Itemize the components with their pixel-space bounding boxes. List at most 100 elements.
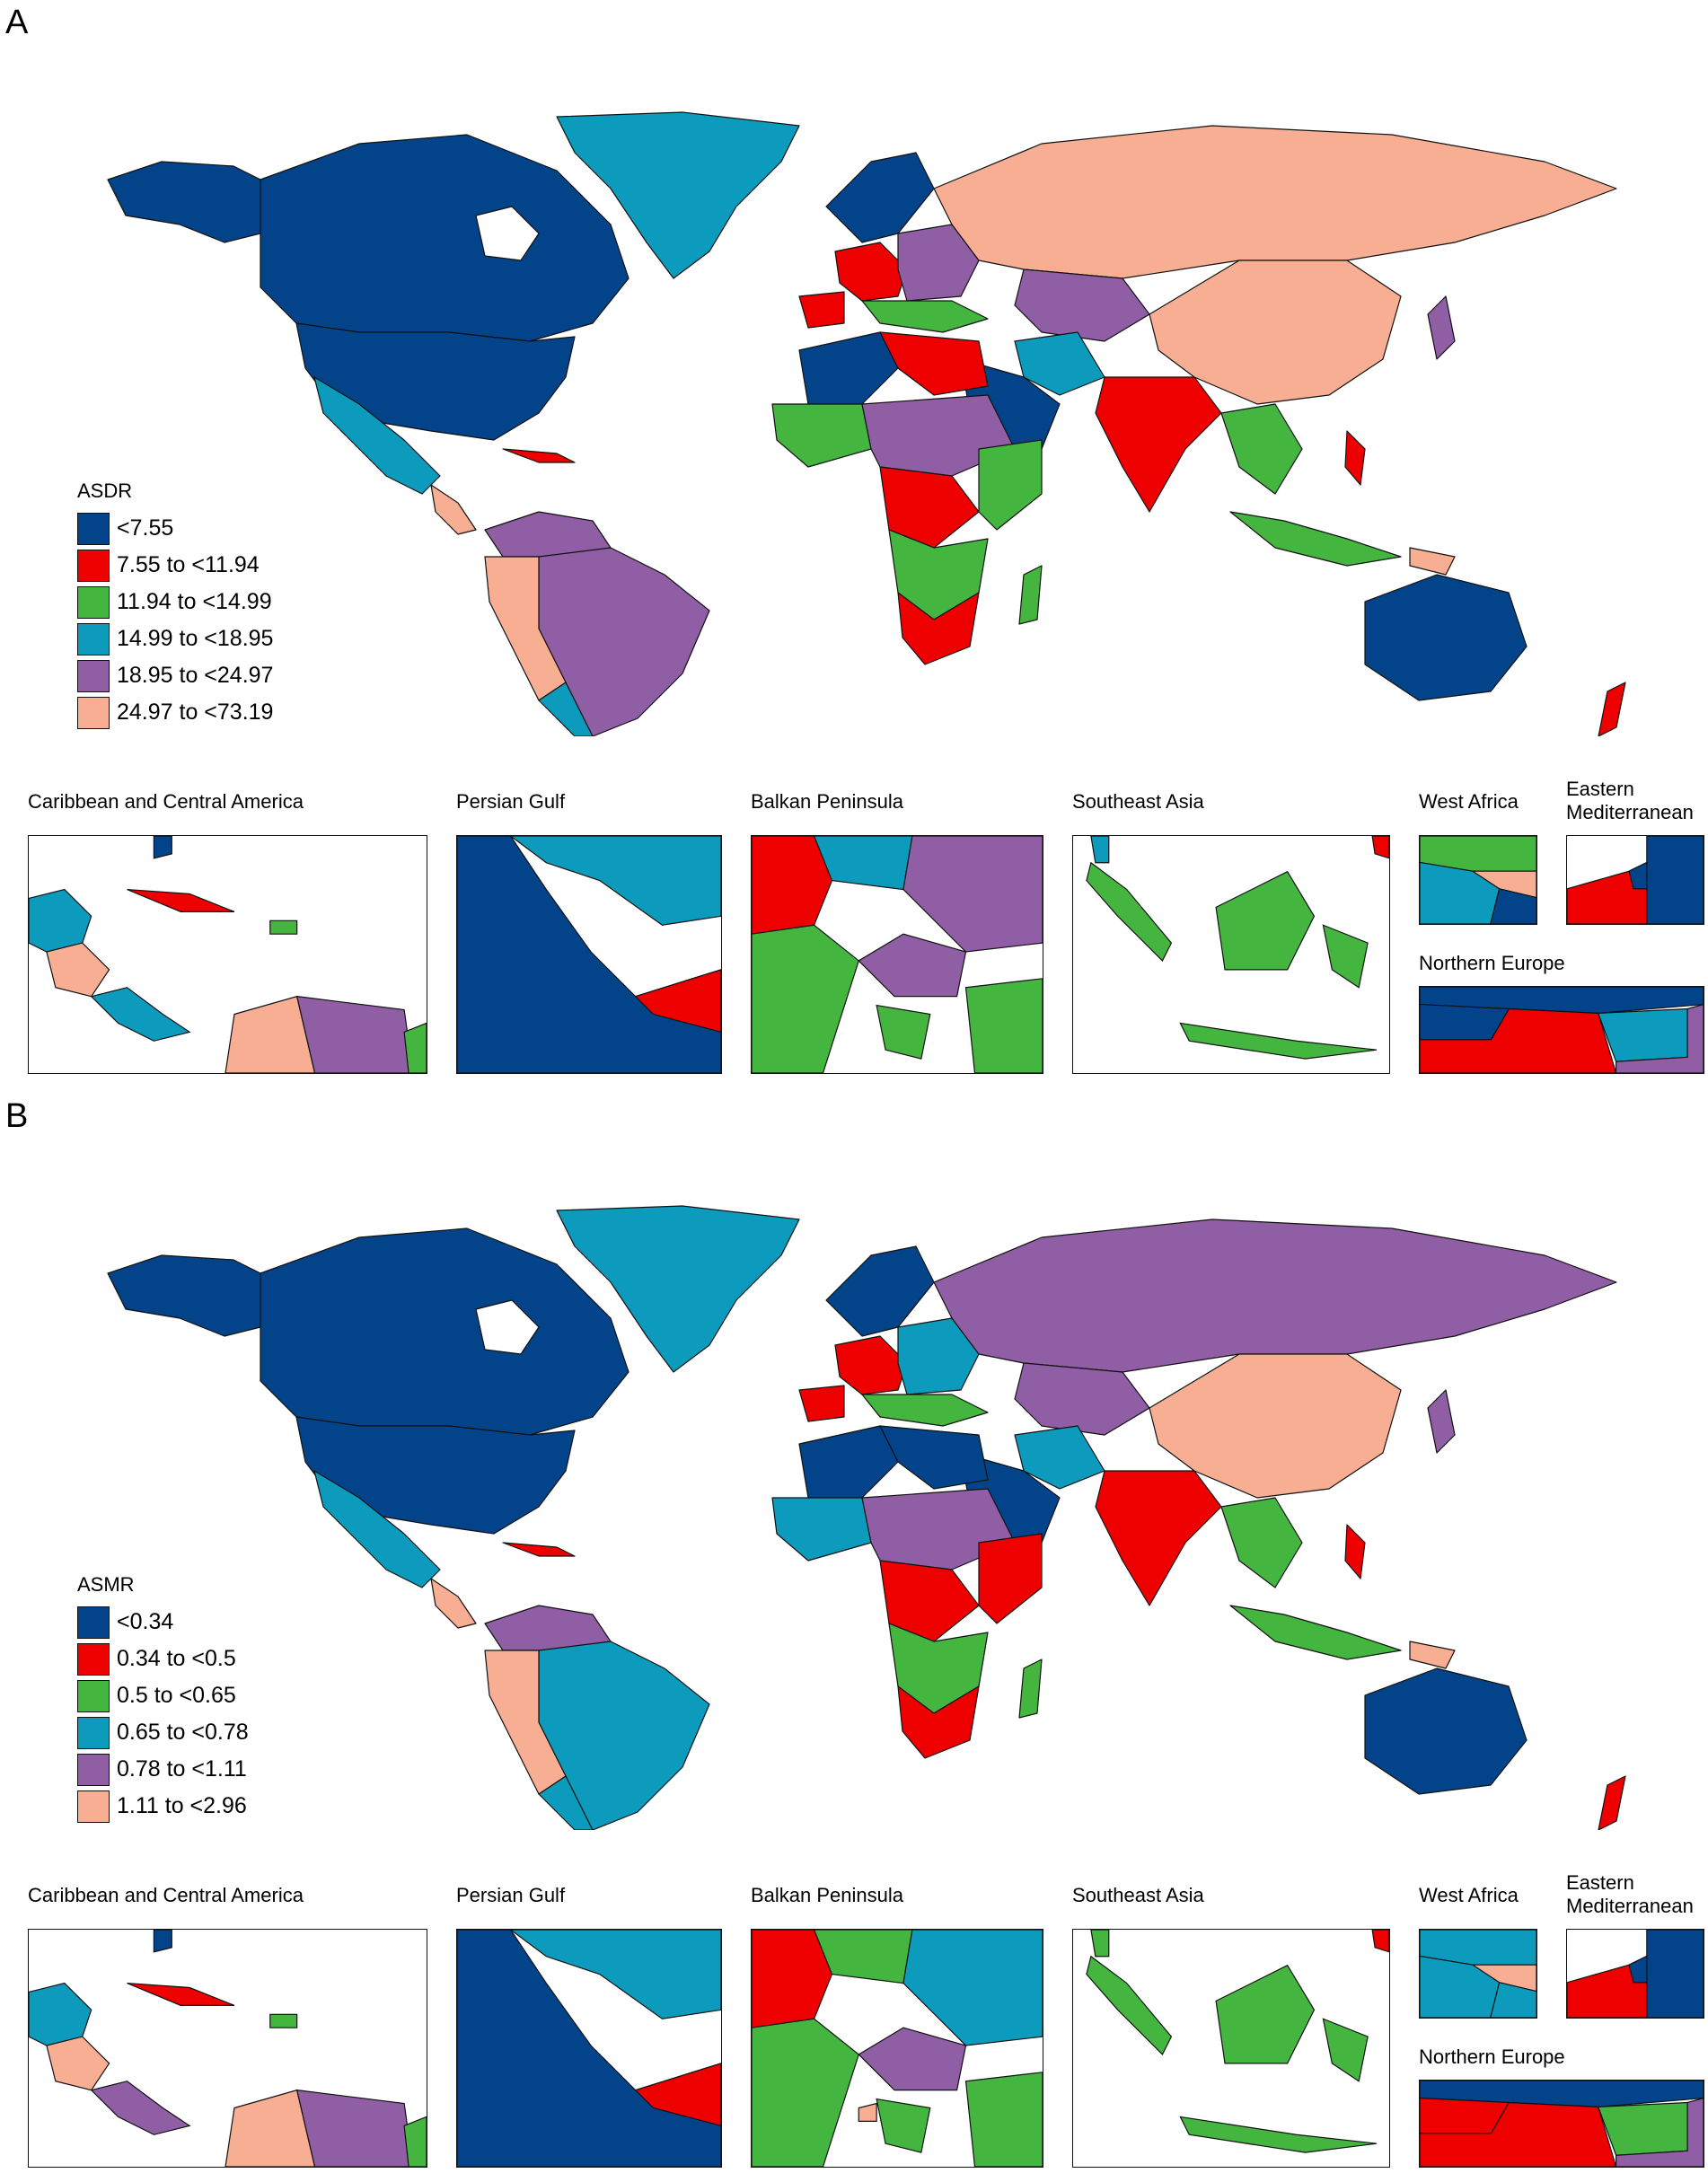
region-png: [1409, 1641, 1456, 1669]
legend: ASDR <7.55 7.55 to <11.94 11.94 to <14.9…: [77, 480, 273, 731]
legend-item: 11.94 to <14.99: [77, 584, 273, 620]
region-north-africa-east: [879, 1425, 989, 1490]
region-west-africa: [771, 1497, 872, 1562]
inset-title: West Africa: [1419, 790, 1519, 813]
panel-a: A: [0, 0, 1708, 1088]
panel-b: B: [0, 1094, 1708, 2182]
region-japan: [1427, 295, 1456, 360]
legend-label: 24.97 to <73.19: [117, 699, 274, 725]
region-indonesia: [1229, 1605, 1402, 1660]
region-western-europe: [834, 1335, 908, 1395]
legend-item: 0.5 to <0.65: [77, 1677, 249, 1714]
region-philippines: [1344, 430, 1366, 486]
region-argentina: [538, 682, 594, 736]
region-western-europe: [834, 242, 908, 302]
inset-balkan: [751, 1929, 1043, 2168]
legend-item: 18.95 to <24.97: [77, 657, 273, 694]
region-australia: [1364, 1667, 1528, 1795]
inset-title: Northern Europe: [1419, 952, 1565, 974]
inset-title: Southeast Asia: [1072, 790, 1204, 813]
region-kazakhstan: [1014, 268, 1150, 342]
inset-west-africa: [1419, 1929, 1537, 2019]
region-iberia: [798, 1385, 845, 1422]
inset-persian-gulf: [456, 1929, 722, 2168]
inset-title: Persian Gulf: [456, 1884, 566, 1906]
region-china: [1149, 260, 1402, 405]
inset-title: Balkan Peninsula: [751, 790, 904, 813]
legend-swatch: [77, 1716, 110, 1749]
region-central-africa: [879, 466, 980, 549]
region-russia: [933, 1219, 1617, 1373]
region-east-africa: [978, 439, 1043, 531]
legend-swatch: [77, 549, 110, 582]
region-india: [1095, 376, 1222, 513]
region-china: [1149, 1353, 1402, 1499]
inset-title: Balkan Peninsula: [751, 1884, 904, 1906]
inset-title: Northern Europe: [1419, 2046, 1565, 2068]
legend-label: 14.99 to <18.95: [117, 626, 274, 651]
region-iran: [1014, 331, 1105, 396]
legend-label: 0.5 to <0.65: [117, 1683, 236, 1708]
legend-item: 24.97 to <73.19: [77, 694, 273, 731]
legend-swatch: [77, 1790, 110, 1823]
inset-west-africa: [1419, 835, 1537, 925]
legend-label: 7.55 to <11.94: [117, 552, 260, 577]
region-north-africa-east: [879, 331, 989, 396]
region-central-america: [430, 484, 477, 535]
legend-item: <7.55: [77, 510, 273, 547]
world-map: [107, 1205, 1626, 1830]
region-mediterranean: [861, 300, 989, 333]
legend-swatch: [77, 1753, 110, 1786]
inset-caribbean: [28, 1929, 427, 2168]
inset-northern-europe: [1419, 2080, 1704, 2168]
legend-item: 14.99 to <18.95: [77, 620, 273, 657]
region-greenland: [556, 111, 800, 279]
region-south-africa: [897, 592, 980, 665]
region-north-africa-west: [798, 331, 899, 405]
inset-balkan: [751, 835, 1043, 1074]
region-madagascar: [1018, 1658, 1043, 1719]
legend-item: 1.11 to <2.96: [77, 1788, 249, 1825]
region-australia: [1364, 574, 1528, 701]
region-russia: [933, 125, 1617, 279]
inset-southeast-asia: [1072, 1929, 1390, 2168]
region-mediterranean: [861, 1394, 989, 1427]
region-canada: [260, 134, 629, 342]
legend-label: 0.78 to <1.11: [117, 1756, 247, 1782]
region-indochina: [1220, 403, 1303, 495]
region-canada: [260, 1227, 629, 1436]
inset-northern-europe: [1419, 986, 1704, 1074]
inset-title: Caribbean and Central America: [28, 1884, 304, 1906]
inset-title: West Africa: [1419, 1884, 1519, 1906]
legend-item: 0.65 to <0.78: [77, 1714, 249, 1751]
legend-item: 0.34 to <0.5: [77, 1641, 249, 1677]
legend-item: <0.34: [77, 1604, 249, 1641]
region-india: [1095, 1470, 1222, 1606]
panel-letter: B: [5, 1097, 29, 1135]
region-cuba: [502, 1542, 576, 1557]
legend-swatch: [77, 512, 110, 545]
legend-title: ASMR: [77, 1573, 135, 1596]
region-new-zealand: [1598, 682, 1626, 736]
inset-southeast-asia: [1072, 835, 1390, 1074]
legend-swatch: [77, 696, 110, 729]
legend-item: 7.55 to <11.94: [77, 547, 273, 584]
inset-title: Eastern Mediterranean: [1566, 1871, 1694, 1917]
inset-eastern-mediterranean: [1566, 1929, 1704, 2019]
region-png: [1409, 547, 1456, 576]
region-scandinavia: [825, 1245, 935, 1337]
inset-caribbean: [28, 835, 427, 1074]
legend-item: 0.78 to <1.11: [77, 1751, 249, 1788]
region-scandinavia: [825, 152, 935, 243]
region-japan: [1427, 1389, 1456, 1454]
region-alaska: [107, 161, 261, 243]
legend-label: 18.95 to <24.97: [117, 663, 274, 688]
legend-label: 0.34 to <0.5: [117, 1646, 236, 1671]
legend-swatch: [77, 1679, 110, 1712]
region-alaska: [107, 1254, 261, 1337]
region-mexico: [313, 1470, 441, 1588]
legend-swatch: [77, 1642, 110, 1676]
legend-label: 11.94 to <14.99: [117, 589, 272, 614]
region-greenland: [556, 1205, 800, 1373]
region-indonesia: [1229, 511, 1402, 567]
